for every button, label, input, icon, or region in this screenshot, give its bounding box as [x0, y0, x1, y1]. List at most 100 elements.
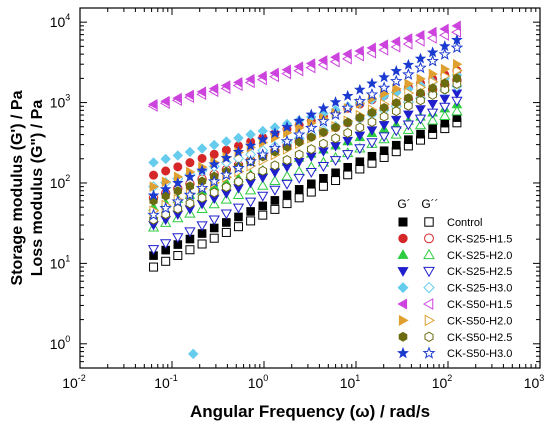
storage-point: [245, 73, 255, 85]
storage-point: [439, 94, 451, 105]
loss-point: [232, 161, 245, 174]
storage-point: [197, 153, 207, 163]
legend-storage-marker: [398, 331, 408, 342]
legend-loss-marker: [423, 248, 435, 260]
storage-point: [439, 40, 451, 52]
x-tick-label: 100: [248, 373, 269, 391]
legend-storage-marker: [398, 314, 409, 326]
loss-point: [378, 132, 390, 143]
loss-point: [389, 74, 403, 87]
legend: G´ G´´ Control CK-S25-H1.5 CK-S25-H2.0 CK-S25…: [397, 197, 512, 360]
storage-point: [306, 179, 316, 189]
legend-item: CK-S25-H1.5: [398, 233, 512, 245]
loss-point: [173, 203, 183, 214]
legend-item: CK-S50-H3.0: [397, 346, 512, 360]
storage-point: [414, 52, 427, 64]
storage-point: [329, 96, 342, 108]
storage-point: [208, 139, 220, 151]
storage-point: [282, 190, 292, 200]
legend-loss-marker: [424, 233, 434, 244]
loss-point: [147, 245, 160, 256]
storage-point: [390, 115, 402, 126]
loss-point: [197, 239, 207, 249]
loss-point: [258, 210, 268, 220]
loss-point: [451, 26, 462, 38]
loss-point: [257, 191, 269, 202]
loss-point: [355, 122, 365, 133]
loss-point: [147, 208, 160, 221]
loss-point: [391, 106, 401, 117]
storage-point: [208, 83, 219, 94]
loss-point: [232, 189, 245, 199]
storage-point: [149, 181, 159, 192]
storage-point: [379, 103, 389, 113]
legend-storage-marker: [397, 346, 409, 359]
storage-point: [173, 162, 183, 172]
storage-point: [426, 46, 439, 58]
storage-point: [147, 189, 160, 201]
loss-point: [402, 67, 415, 80]
storage-point: [246, 207, 255, 216]
storage-point: [404, 93, 413, 103]
storage-point: [440, 78, 449, 89]
loss-point: [246, 171, 255, 182]
legend-storage-marker: [397, 249, 409, 259]
storage-point: [196, 143, 208, 154]
loss-point: [404, 100, 413, 111]
storage-point: [220, 80, 231, 91]
loss-point: [377, 81, 391, 94]
loss-point: [183, 188, 197, 201]
legend-storage-marker: [397, 282, 409, 294]
storage-point: [378, 121, 390, 131]
storage-point: [161, 166, 171, 176]
loss-point: [269, 175, 281, 186]
storage-point: [427, 100, 438, 110]
legend-loss-marker: [423, 266, 435, 278]
loss-point: [172, 233, 184, 244]
loss-point: [294, 149, 304, 160]
series-CK-S25-H3.0: [148, 69, 463, 193]
legend-item: CK-S50-H2.0: [398, 314, 512, 327]
loss-point: [269, 185, 281, 196]
storage-point: [208, 158, 220, 170]
loss-point: [341, 101, 354, 114]
legend-label: CK-S50-H1.5: [447, 299, 512, 311]
storage-point: [378, 39, 389, 51]
storage-point: [331, 168, 340, 178]
loss-point: [439, 110, 451, 120]
storage-point: [196, 164, 208, 176]
storage-point: [428, 83, 437, 93]
storage-point: [366, 77, 378, 89]
legend-label: CK-S25-H2.0: [447, 250, 512, 262]
y-tick-label: 100: [50, 334, 71, 352]
loss-point: [305, 121, 318, 134]
storage-point: [307, 132, 316, 142]
storage-point: [270, 196, 280, 205]
loss-point: [281, 179, 293, 190]
storage-point: [343, 162, 353, 172]
loss-point: [365, 87, 379, 100]
legend-label: Control: [447, 217, 482, 229]
storage-point: [343, 117, 352, 128]
storage-point: [173, 186, 182, 196]
legend-header-storage: G´: [397, 197, 410, 211]
storage-point: [257, 133, 269, 145]
loss-point: [221, 227, 231, 237]
loss-point: [185, 198, 195, 209]
loss-point: [317, 162, 330, 172]
loss-point: [258, 165, 268, 176]
loss-point: [270, 204, 280, 214]
storage-point: [220, 152, 233, 164]
y-axis-title-storage: Storage modulus (G') / Pa: [9, 90, 26, 285]
storage-point: [415, 105, 426, 115]
loss-point: [208, 215, 220, 226]
loss-point: [220, 193, 233, 204]
storage-point: [355, 112, 364, 123]
storage-point: [161, 191, 170, 201]
loss-point: [282, 154, 292, 165]
legend-label: CK-S25-H2.5: [447, 266, 512, 278]
storage-point: [404, 135, 413, 144]
storage-point: [222, 218, 231, 227]
loss-point: [306, 144, 316, 155]
storage-point: [159, 183, 172, 195]
